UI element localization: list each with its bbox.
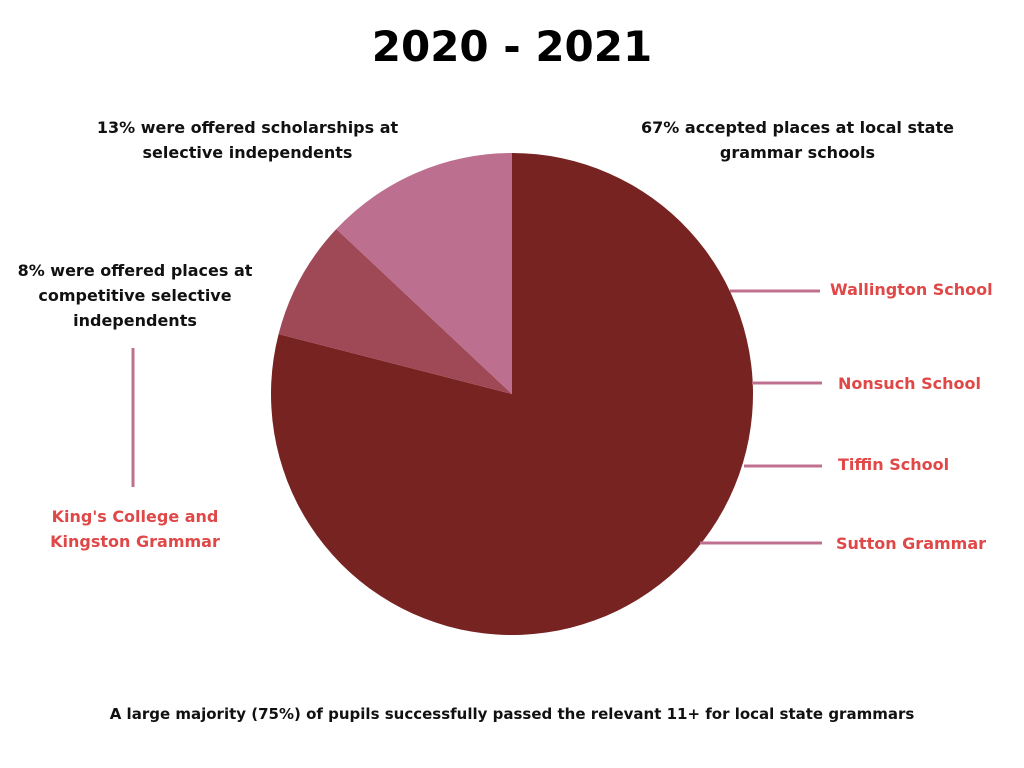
label-grammar: 67% accepted places at local state gramm… <box>625 115 970 165</box>
school-independents: King's College and Kingston Grammar <box>30 504 240 554</box>
label-scholarships-line2: selective independents <box>142 143 353 162</box>
school-wallington: Wallington School <box>830 280 993 299</box>
label-scholarships-line1: 13% were offered scholarships at <box>96 118 399 137</box>
school-sutton: Sutton Grammar <box>836 534 987 553</box>
slice-competitive-independents <box>278 229 512 394</box>
label-scholarships: 13% were offered scholarships at selecti… <box>80 115 415 165</box>
label-grammar-line2: grammar schools <box>719 143 876 162</box>
school-independents-line1: King's College and <box>51 507 219 526</box>
slice-scholarships <box>336 153 512 394</box>
label-competitive-line3: independents <box>73 311 197 330</box>
chart-title: 2020 - 2021 <box>371 22 653 71</box>
school-independents-line2: Kingston Grammar <box>50 532 220 551</box>
footnote: A large majority (75%) of pupils success… <box>109 705 915 723</box>
label-grammar-line1: 67% accepted places at local state <box>641 118 954 137</box>
school-nonsuch: Nonsuch School <box>838 374 981 393</box>
label-competitive-line1: 8% were offered places at <box>17 261 253 280</box>
label-competitive-line2: competitive selective <box>38 286 232 305</box>
label-competitive: 8% were offered places at competitive se… <box>10 258 260 333</box>
school-tiffin: Tiffin School <box>838 455 950 474</box>
